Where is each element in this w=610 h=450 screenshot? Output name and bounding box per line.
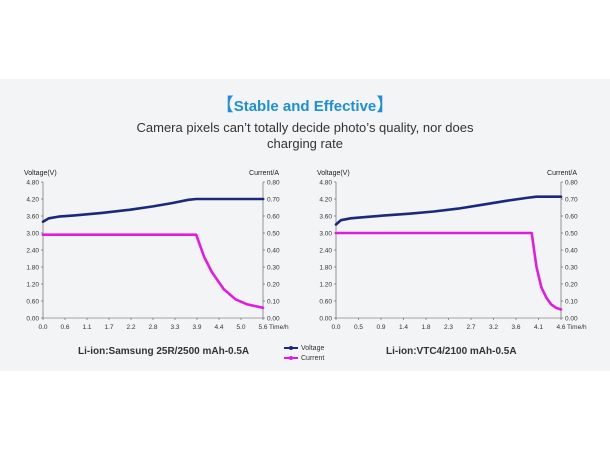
chart-samsung-25r: Voltage(V) Current/A 4.80 4.20 3.60 3.00 2.40 1… xyxy=(24,170,289,331)
y-right-tick-label: 0.80 xyxy=(267,179,280,186)
x-tick-label: 0.9 xyxy=(376,324,385,331)
chart-caption-samsung: Li-ion:Samsung 25R/2500 mAh-0.5A xyxy=(78,346,250,357)
y-right-tick-label: 0.10 xyxy=(267,298,280,305)
x-tick-label: 2.2 xyxy=(126,324,135,331)
y-left-tick-label: 1.20 xyxy=(319,281,332,288)
y-left-tick-label: 2.40 xyxy=(319,247,332,254)
x-tick-label: 5.6 xyxy=(258,324,267,331)
y-axis-title-left: Voltage(V) xyxy=(317,170,350,177)
x-tick-label: 0.6 xyxy=(60,324,69,331)
legend-item-voltage: Voltage xyxy=(284,343,324,353)
y-left-tick-label: 0.60 xyxy=(319,298,332,305)
x-tick-label: 3.9 xyxy=(192,324,201,331)
y-right-tick-label: 0.50 xyxy=(267,230,280,237)
y-right-tick-label: 0.30 xyxy=(565,264,578,271)
x-tick-label: 4.1 xyxy=(534,324,543,331)
y-left-tick-label: 0.00 xyxy=(26,315,39,322)
y-right-tick-label: 0.70 xyxy=(267,196,280,203)
chart-caption-vtc4: Li-ion:VTC4/2100 mAh-0.5A xyxy=(386,346,517,357)
y-left-tick-label: 0.00 xyxy=(319,315,332,322)
content-panel xyxy=(0,79,610,371)
y-axis-title-right: Current/A xyxy=(249,170,279,177)
y-left-tick-label: 3.60 xyxy=(319,213,332,220)
y-axis-title-left: Voltage(V) xyxy=(24,170,57,177)
y-right-tick-label: 0.80 xyxy=(565,179,578,186)
y-axis-title-right: Current/A xyxy=(547,170,577,177)
x-tick-label: 1.4 xyxy=(399,324,408,331)
x-tick-label: 4.6 xyxy=(556,324,565,331)
y-left-tick-label: 1.80 xyxy=(26,264,39,271)
y-left-tick-label: 4.80 xyxy=(319,179,332,186)
x-tick-label: 3.2 xyxy=(489,324,498,331)
x-tick-label: 5.0 xyxy=(236,324,245,331)
legend-label-current: Current xyxy=(301,354,325,362)
x-tick-label: 1.7 xyxy=(104,324,113,331)
x-tick-label: 2.8 xyxy=(148,324,157,331)
y-left-tick-label: 1.80 xyxy=(319,264,332,271)
x-axis-title: Time/h xyxy=(567,324,587,331)
chart-legend: Voltage Current xyxy=(284,343,324,363)
y-right-tick-label: 0.60 xyxy=(565,213,578,220)
y-right-tick-label: 0.50 xyxy=(565,230,578,237)
y-right-tick-label: 0.40 xyxy=(565,247,578,254)
y-right-tick-label: 0.60 xyxy=(267,213,280,220)
page-title: 【Stable and Effective】 xyxy=(0,91,610,117)
left-bracket-ornament: 【 xyxy=(215,95,234,115)
y-right-tick-label: 0.00 xyxy=(565,315,578,322)
y-right-tick-label: 0.20 xyxy=(267,281,280,288)
y-right-tick-label: 0.10 xyxy=(565,298,578,305)
legend-item-current: Current xyxy=(284,353,324,363)
y-right-tick-label: 0.70 xyxy=(565,196,578,203)
y-right-tick-label: 0.30 xyxy=(267,264,280,271)
series-line-current xyxy=(334,231,563,311)
x-tick-label: 0.5 xyxy=(354,324,363,331)
legend-label-voltage: Voltage xyxy=(301,344,325,352)
x-tick-label: 3.3 xyxy=(170,324,179,331)
series-line-current xyxy=(41,233,265,310)
x-axis-title: Time/h xyxy=(269,324,289,331)
x-tick-label: 4.4 xyxy=(214,324,223,331)
y-right-tick-label: 0.20 xyxy=(565,281,578,288)
y-left-tick-label: 3.00 xyxy=(319,230,332,237)
y-left-tick-label: 4.80 xyxy=(26,179,39,186)
y-left-tick-label: 4.20 xyxy=(26,196,39,203)
y-left-tick-label: 4.20 xyxy=(319,196,332,203)
y-right-tick-label: 0.00 xyxy=(267,315,280,322)
chart-vtc4: Voltage(V) Current/A 4.80 4.20 3.60 3.00 2.40 1… xyxy=(317,170,587,331)
series-line-voltage xyxy=(334,195,563,226)
legend-swatch-voltage xyxy=(284,345,298,350)
subtitle-line-1: Camera pixels can’t totally decide photo… xyxy=(136,120,474,135)
x-tick-label: 1.1 xyxy=(82,324,91,331)
y-left-tick-label: 2.40 xyxy=(26,247,39,254)
x-tick-label: 0.0 xyxy=(38,324,47,331)
y-left-tick-label: 0.60 xyxy=(26,298,39,305)
y-left-tick-label: 3.00 xyxy=(26,230,39,237)
subtitle: Camera pixels can’t totally decide photo… xyxy=(0,120,610,152)
x-tick-label: 0.0 xyxy=(331,324,340,331)
right-bracket-ornament: 】 xyxy=(376,95,395,115)
x-tick-label: 1.8 xyxy=(421,324,430,331)
x-tick-label: 3.6 xyxy=(511,324,520,331)
y-right-tick-label: 0.40 xyxy=(267,247,280,254)
page-title-text: Stable and Effective xyxy=(233,98,377,115)
x-tick-label: 2.7 xyxy=(466,324,475,331)
subtitle-line-2: charging rate xyxy=(267,136,343,151)
y-left-tick-label: 1.20 xyxy=(26,281,39,288)
x-tick-label: 2.3 xyxy=(444,324,453,331)
series-line-voltage xyxy=(41,197,265,224)
y-left-tick-label: 3.60 xyxy=(26,213,39,220)
legend-swatch-current xyxy=(284,355,298,360)
